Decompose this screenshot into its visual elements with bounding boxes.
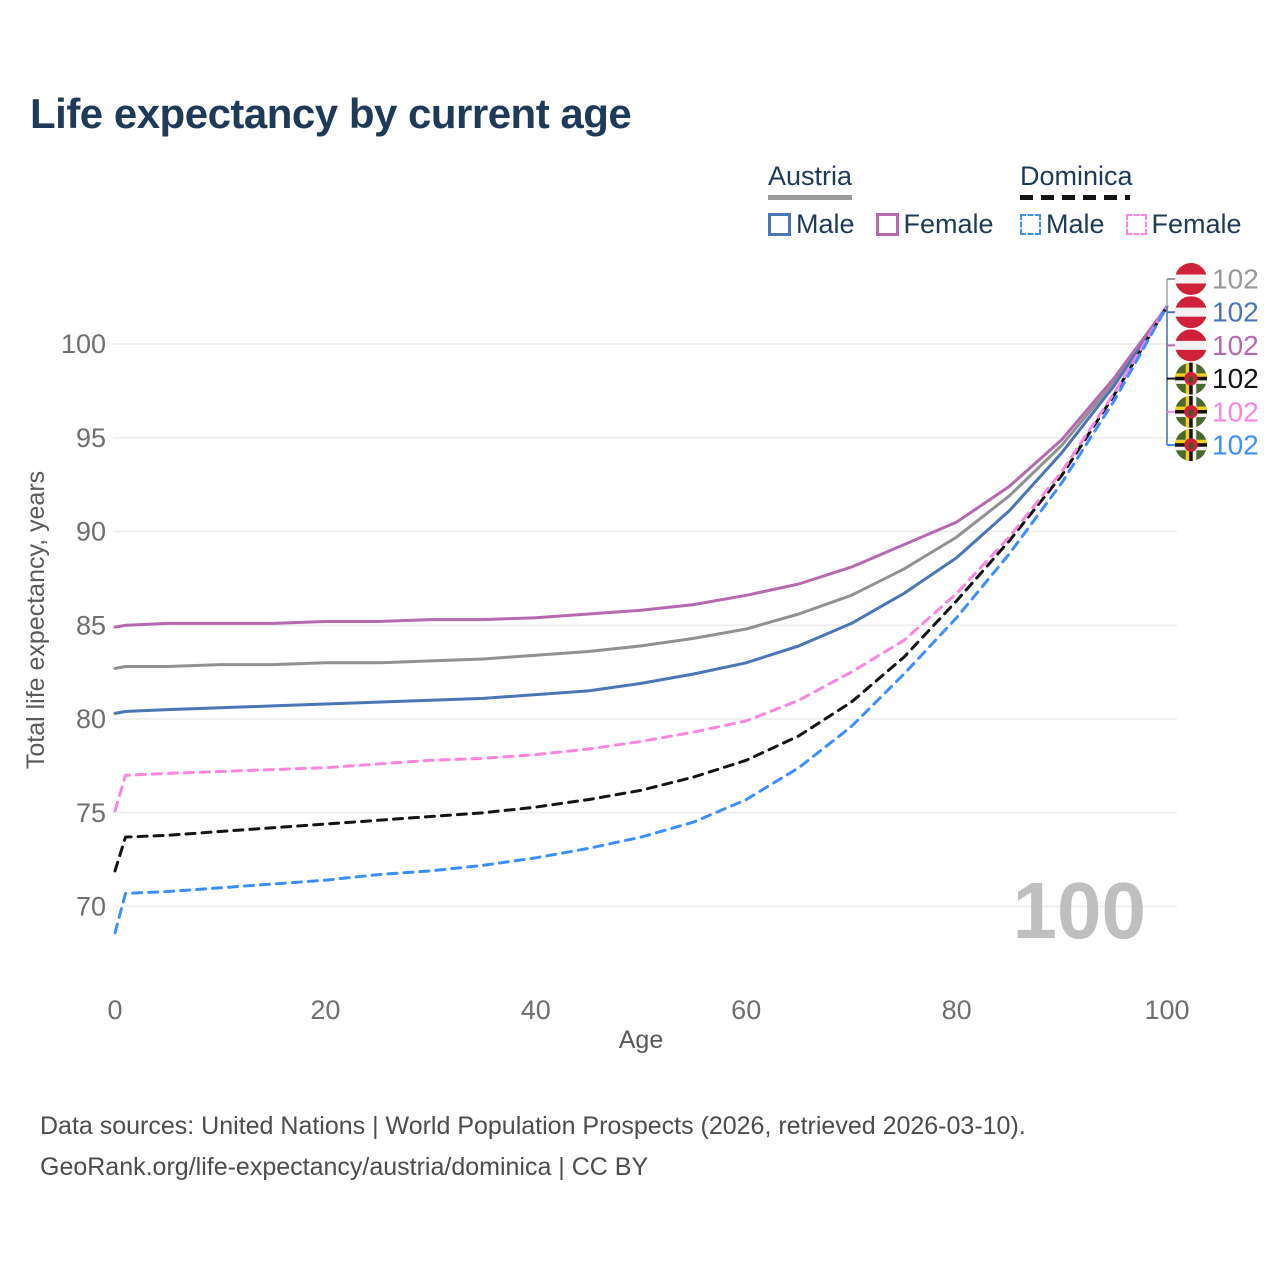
footer: Data sources: United Nations | World Pop…	[40, 1106, 1026, 1187]
y-tick-label: 95	[76, 423, 106, 453]
end-value-label: 102	[1212, 363, 1259, 394]
end-value-label: 102	[1212, 330, 1259, 361]
age-counter: 100	[1013, 866, 1146, 955]
end-value-label: 102	[1212, 430, 1259, 461]
series-line-dominica-male[interactable]	[113, 305, 1169, 935]
x-tick-label: 40	[521, 995, 551, 1025]
series-line-dominica-both[interactable]	[113, 305, 1169, 873]
series-line-austria-male[interactable]	[113, 305, 1169, 715]
y-tick-label: 100	[61, 329, 106, 359]
legend-item-dominica-female[interactable]: Female	[1125, 208, 1242, 240]
austria-male-swatch-icon[interactable]	[768, 212, 791, 236]
legend-label-austria-male: Male	[796, 208, 855, 239]
y-tick-label: 85	[76, 610, 106, 640]
end-value-label: 102	[1212, 264, 1259, 295]
legend-austria-underline	[768, 194, 852, 200]
dominica-flag-icon	[1175, 395, 1207, 428]
page-title: Life expectancy by current age	[30, 90, 632, 137]
y-tick-label: 75	[76, 798, 106, 828]
series-line-austria-both[interactable]	[113, 305, 1169, 670]
legend-austria-label[interactable]: Austria	[768, 161, 853, 191]
footer-source-line: Data sources: United Nations | World Pop…	[40, 1112, 1026, 1140]
dominica-flag-icon	[1175, 429, 1207, 461]
series-line-austria-female[interactable]	[113, 305, 1169, 629]
legend-dominica-underline	[1020, 194, 1130, 200]
x-axis-title: Age	[619, 1026, 663, 1054]
x-tick-label: 0	[107, 995, 122, 1025]
series-line-dominica-female[interactable]	[113, 305, 1169, 813]
x-tick-label: 20	[310, 995, 340, 1025]
legend-label-austria-female: Female	[903, 208, 994, 239]
end-value-label: 102	[1212, 297, 1259, 328]
legend-group-dominica: Dominica Male Female	[1020, 161, 1242, 240]
dominica-male-swatch-icon[interactable]	[1020, 213, 1041, 235]
y-axis-title: Total life expectancy, years	[22, 471, 50, 769]
dominica-flag-icon	[1175, 362, 1207, 395]
legend-group-austria: Austria Male Female	[768, 161, 994, 240]
end-value-label: 102	[1212, 396, 1259, 427]
dominica-female-swatch-icon[interactable]	[1125, 213, 1147, 235]
austria-flag-icon	[1175, 296, 1207, 329]
legend-label-dominica-female: Female	[1151, 208, 1242, 239]
x-tick-label: 80	[942, 995, 972, 1025]
y-tick-label: 70	[76, 892, 106, 922]
y-tick-label: 80	[76, 704, 106, 734]
legend-label-dominica-male: Male	[1046, 208, 1105, 239]
austria-flag-icon	[1175, 329, 1207, 362]
legend-item-austria-male[interactable]: Male	[768, 209, 855, 240]
austria-female-swatch-icon[interactable]	[875, 212, 899, 236]
austria-flag-icon	[1175, 263, 1207, 295]
x-tick-label: 60	[731, 995, 761, 1025]
footer-link-line: GeoRank.org/life-expectancy/austria/domi…	[40, 1152, 649, 1181]
x-tick-label: 100	[1144, 995, 1189, 1025]
legend-dominica-label[interactable]: Dominica	[1020, 161, 1133, 191]
y-tick-label: 90	[76, 517, 106, 547]
legend-item-dominica-male[interactable]: Male	[1020, 209, 1105, 240]
legend-item-austria-female[interactable]: Female	[875, 208, 994, 240]
